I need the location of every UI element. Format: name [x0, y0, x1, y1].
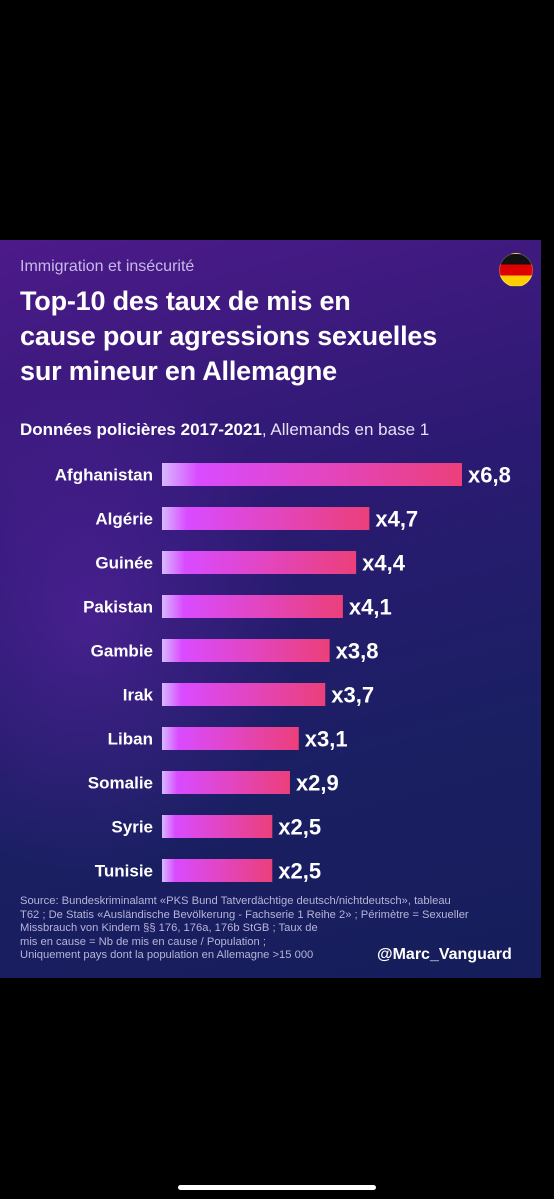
title-line: cause pour agressions sexuelles	[20, 321, 438, 351]
value-label: x2,5	[278, 859, 321, 884]
category-label: Tunisie	[95, 862, 153, 881]
value-label: x2,9	[296, 771, 339, 796]
kicker-label: Immigration et insécurité	[20, 258, 195, 275]
bar	[162, 463, 462, 486]
category-label: Guinée	[95, 554, 153, 573]
value-label: x4,7	[375, 507, 418, 532]
bar	[162, 771, 290, 794]
category-label: Afghanistan	[55, 466, 153, 485]
category-label: Somalie	[88, 774, 153, 793]
category-label: Pakistan	[83, 598, 153, 617]
bar	[162, 859, 273, 882]
bar	[162, 595, 343, 618]
data-heading-bold: Données policières 2017-2021	[20, 420, 262, 439]
category-label: Syrie	[111, 818, 153, 837]
value-label: x2,5	[278, 815, 321, 840]
footnote-line: Missbrauch von Kindern §§ 176, 176a, 176…	[20, 922, 318, 935]
title-line: Top-10 des taux de mis en	[20, 286, 351, 316]
footnote-line: T62 ; De Statis «Ausländische Bevölkerun…	[20, 908, 469, 921]
title-line: sur mineur en Allemagne	[20, 356, 337, 386]
value-label: x4,4	[362, 551, 406, 576]
category-label: Irak	[123, 686, 154, 705]
category-label: Gambie	[91, 642, 153, 661]
footnote-line: Uniquement pays dont la population en Al…	[20, 949, 314, 962]
category-label: Algérie	[95, 510, 153, 529]
bar	[162, 551, 357, 574]
germany-flag-icon	[499, 253, 533, 287]
data-heading-rest: , Allemands en base 1	[261, 420, 430, 439]
bars-group: Afghanistan x6,8 Algérie x4,7 Guinée x4,4 Paki…	[55, 463, 511, 884]
page-title: Top-10 des taux de mis en cause pour agr…	[20, 284, 540, 389]
footnote-line: mis en cause = Nb de mis en cause / Popu…	[20, 935, 266, 948]
bar	[162, 639, 330, 662]
author-handle[interactable]: @Marc_Vanguard	[377, 946, 512, 963]
bar	[162, 683, 326, 706]
bar	[162, 507, 370, 530]
footnote-line: Source: Bundeskriminalamt «PKS Bund Tatv…	[20, 895, 451, 907]
value-label: x6,8	[468, 463, 511, 488]
value-label: x3,7	[331, 683, 374, 708]
bar	[162, 727, 299, 750]
source-footnote: Source: Bundeskriminalamt «PKS Bund Tatv…	[20, 895, 530, 963]
data-heading: Données policières 2017-2021, Allemands …	[20, 420, 429, 440]
value-label: x4,1	[349, 595, 392, 620]
value-label: x3,1	[305, 727, 348, 752]
category-label: Liban	[108, 730, 153, 749]
home-indicator[interactable]	[178, 1185, 376, 1190]
bar	[162, 815, 273, 838]
value-label: x3,8	[336, 639, 379, 664]
bar-chart: Afghanistan x6,8 Algérie x4,7 Guinée x4,4 Paki…	[55, 463, 511, 884]
infographic-card: Immigration et insécurité Top-10 des tau…	[0, 240, 541, 978]
